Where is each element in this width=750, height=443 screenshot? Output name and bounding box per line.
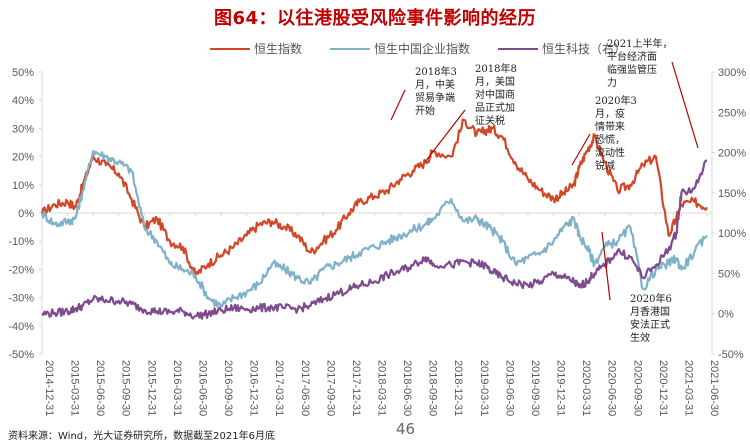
- x-axis-tick-label: 2015-03-31: [69, 360, 81, 416]
- x-axis-tick-label: 2018-06-30: [401, 360, 413, 416]
- x-axis-tick-label: 2018-03-31: [376, 360, 388, 416]
- annotation-arrow: [424, 109, 466, 163]
- annotation-text: 恐慌，: [595, 134, 625, 146]
- annotation-text: 力: [607, 76, 617, 89]
- annotation-text: 2020年3: [595, 94, 637, 107]
- x-axis-tick-label: 2016-03-31: [171, 360, 183, 416]
- left-axis-tick-label: 0%: [18, 208, 34, 220]
- legend-item-hscei: 恒生中国企业指数: [330, 40, 470, 57]
- right-axis-tick-label: 200%: [718, 148, 746, 160]
- x-axis-tick-label: 2017-06-30: [299, 360, 311, 416]
- x-axis-tick-label: 2017-09-30: [324, 360, 336, 416]
- annotation-arrow: [390, 89, 406, 121]
- annotation-text: 2021上半年，: [607, 37, 672, 50]
- x-axis-tick-label: 2020-06-30: [606, 360, 618, 416]
- annotation-text: 开始: [415, 104, 435, 117]
- legend-label-hscei: 恒生中国企业指数: [374, 42, 471, 56]
- right-axis-tick-label: 0%: [718, 309, 734, 321]
- right-axis-tick-label: 100%: [718, 228, 746, 240]
- annotation-text: 流动性: [595, 146, 625, 159]
- right-axis-tick-label: 250%: [718, 107, 746, 119]
- page-number: 46: [396, 420, 416, 438]
- annotation-text: 贸易争端: [415, 91, 455, 104]
- annotation-text: 临强监管压: [607, 63, 657, 76]
- annotation-text: 对中国商: [475, 88, 515, 101]
- x-axis-tick-label: 2019-12-31: [555, 360, 567, 416]
- annotation-arrow: [571, 133, 591, 166]
- right-axis-tick-label: -50%: [718, 349, 744, 361]
- x-axis-tick-label: 2014-12-31: [43, 360, 55, 416]
- x-axis-tick-label: 2021-06-30: [708, 360, 720, 416]
- legend-swatch-hscei: [330, 47, 371, 50]
- legend-item-hstech: 恒生科技（右）: [498, 40, 626, 57]
- right-axis-tick-label: 50%: [718, 268, 740, 280]
- annotation-text: 锐减: [595, 159, 615, 172]
- annotation-text: 月，疫: [595, 107, 625, 120]
- series-line-hstech: [41, 159, 708, 320]
- legend-label-hstech: 恒生科技（右）: [542, 42, 627, 56]
- left-axis-tick-label: 30%: [12, 123, 34, 135]
- chart-legend: 恒生指数 恒生中国企业指数 恒生科技（右）: [210, 40, 626, 57]
- legend-swatch-hstech: [498, 47, 539, 50]
- annotation-text: 月香港国: [630, 306, 670, 318]
- chart-title: 图64：以往港股受风险事件影响的经历: [213, 8, 537, 29]
- series-line-hscei: [40, 149, 708, 308]
- left-axis-tick-label: -10%: [8, 236, 34, 248]
- x-axis-tick-label: 2015-06-30: [94, 360, 106, 416]
- annotation-arrow: [671, 61, 699, 149]
- annotation-text: 月，中美: [415, 78, 455, 91]
- x-axis-tick-label: 2016-09-30: [222, 360, 234, 416]
- left-axis-tick-label: 20%: [12, 152, 34, 164]
- x-axis-tick-label: 2020-12-31: [657, 360, 669, 416]
- left-axis-tick-label: 10%: [12, 180, 34, 192]
- x-axis-tick-label: 2019-03-31: [478, 360, 490, 416]
- x-axis-tick-label: 2020-03-31: [580, 360, 592, 416]
- x-axis-tick-label: 2016-12-31: [248, 360, 260, 416]
- source-note: 资料来源：Wind，光大证券研究所，数据截至2021年6月底: [8, 431, 275, 442]
- left-axis-tick-label: 50%: [12, 67, 34, 79]
- x-axis-tick-label: 2021-03-31: [682, 360, 694, 416]
- annotation-text: 2018年8: [475, 62, 517, 75]
- annotation-text: 征关税: [475, 114, 505, 127]
- annotation-text: 平台经济面: [607, 50, 657, 63]
- legend-label-hsi: 恒生指数: [254, 42, 303, 56]
- left-axis-tick-label: 40%: [12, 95, 34, 107]
- left-axis-tick-label: -50%: [8, 349, 34, 361]
- legend-item-hsi: 恒生指数: [210, 40, 302, 57]
- x-axis-tick-label: 2016-06-30: [196, 360, 208, 416]
- left-axis-tick-label: -40%: [8, 321, 34, 333]
- x-axis-tick-label: 2018-09-30: [427, 360, 439, 416]
- x-axis-tick-label: 2019-09-30: [529, 360, 541, 416]
- right-axis-tick-label: 150%: [718, 188, 746, 200]
- annotation-text: 安法正式: [630, 318, 670, 331]
- x-axis-tick-label: 2019-06-30: [503, 360, 515, 416]
- right-axis-tick-label: 300%: [718, 67, 746, 79]
- x-axis-tick-label: 2017-03-31: [273, 360, 285, 416]
- legend-swatch-hsi: [210, 47, 250, 50]
- x-axis-tick-label: 2015-09-30: [120, 360, 132, 416]
- annotation-text: 2020年6: [630, 292, 672, 305]
- annotation-text: 2018年3: [415, 65, 457, 78]
- annotation-text: 月，美国: [475, 75, 515, 88]
- series-line-hsi: [40, 118, 708, 277]
- x-axis-tick-label: 2017-12-31: [350, 360, 362, 416]
- left-axis-tick-label: -30%: [8, 293, 34, 305]
- annotation-text: 品正式加: [475, 101, 515, 114]
- annotation-text: 情带来: [595, 120, 625, 133]
- left-axis-tick-label: -20%: [8, 264, 34, 276]
- x-axis-tick-label: 2020-09-30: [631, 360, 643, 416]
- annotation-text: 生效: [630, 331, 650, 344]
- x-axis-tick-label: 2015-12-31: [145, 360, 157, 416]
- annotation-arrow: [601, 231, 611, 301]
- x-axis-tick-label: 2018-12-31: [452, 360, 464, 416]
